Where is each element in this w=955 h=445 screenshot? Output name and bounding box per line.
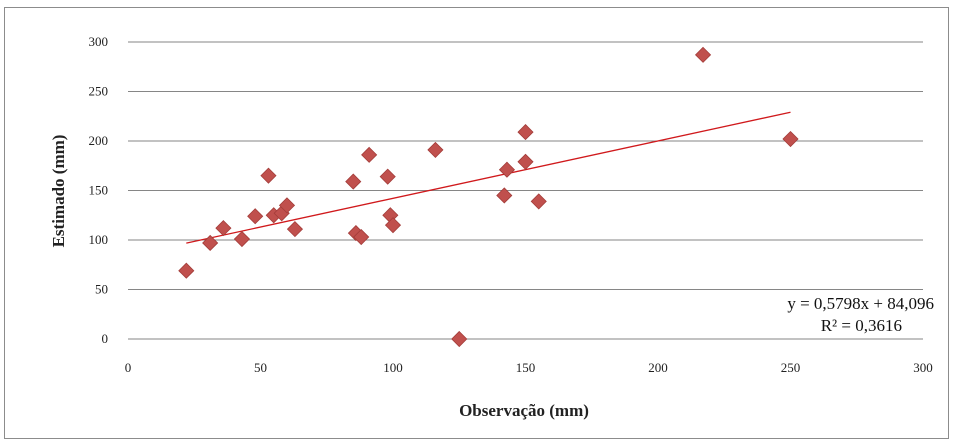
gridlines <box>128 41 923 290</box>
data-point <box>361 146 378 163</box>
y-tick-label: 0 <box>102 331 109 346</box>
data-point <box>451 330 468 348</box>
data-point <box>498 161 516 178</box>
data-point <box>215 220 232 237</box>
x-tick-label: 150 <box>516 360 536 375</box>
data-point <box>345 173 362 190</box>
data-point <box>178 262 195 279</box>
data-point <box>278 197 296 214</box>
y-tick-label: 300 <box>89 34 109 49</box>
data-points <box>178 46 799 348</box>
y-tick-label: 100 <box>89 232 109 247</box>
data-point <box>379 168 396 185</box>
x-axis-title: Observação (mm) <box>459 401 589 420</box>
data-point <box>260 167 277 184</box>
x-tick-label: 0 <box>125 360 132 375</box>
y-tick-label: 200 <box>89 133 109 148</box>
data-point <box>247 208 264 225</box>
y-tick-label: 150 <box>89 183 109 198</box>
trendline-equation: y = 0,5798x + 84,096 <box>787 294 934 313</box>
y-tick-label: 50 <box>95 282 108 297</box>
data-point <box>694 46 712 63</box>
data-point <box>530 193 547 210</box>
x-tick-label: 200 <box>648 360 668 375</box>
x-tick-label: 300 <box>913 360 933 375</box>
data-point <box>496 187 513 204</box>
x-tick-label: 50 <box>254 360 267 375</box>
data-point <box>517 153 534 170</box>
x-tick-label: 100 <box>383 360 403 375</box>
y-axis-title: Estimado (mm) <box>49 135 68 248</box>
y-tick-label: 250 <box>89 84 109 99</box>
data-point <box>427 141 444 158</box>
tick-labels: 0 50 100 150 200 250 300 0 50 100 150 200 250 300 <box>89 34 933 375</box>
data-point <box>384 217 402 234</box>
trendline <box>186 111 791 244</box>
data-point <box>353 228 370 246</box>
data-point <box>202 234 219 252</box>
data-point <box>233 230 251 248</box>
data-point <box>286 221 304 238</box>
data-point <box>782 130 799 148</box>
x-tick-label: 250 <box>781 360 801 375</box>
data-point <box>517 124 534 141</box>
chart-frame <box>4 7 949 439</box>
trendline-r-squared: R² = 0,3616 <box>821 316 902 335</box>
